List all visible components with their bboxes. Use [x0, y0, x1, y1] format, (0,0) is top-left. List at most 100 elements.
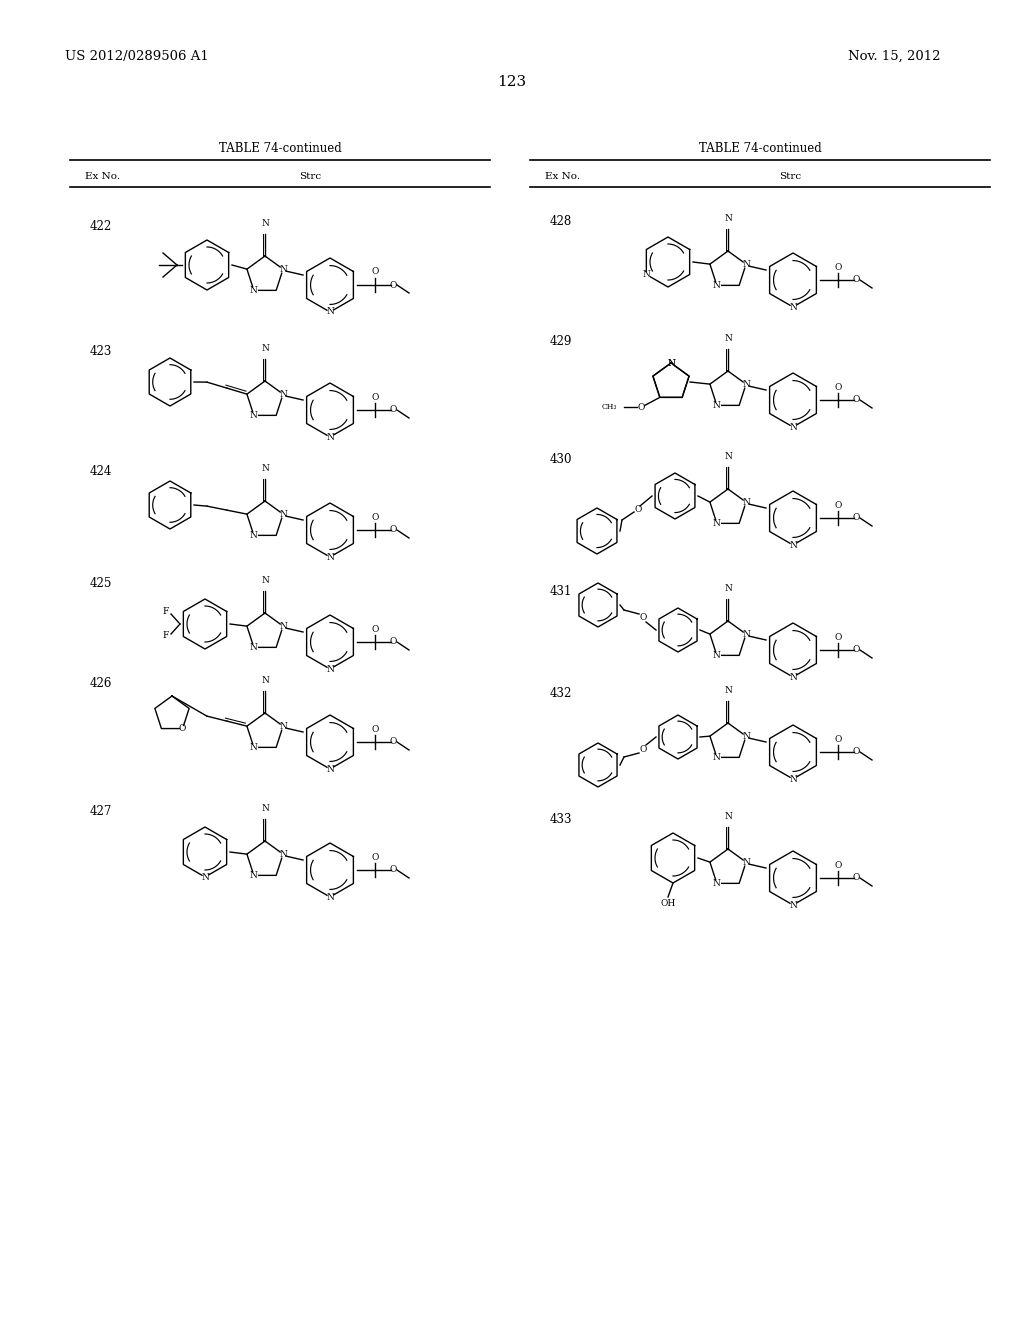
Text: N: N — [280, 850, 287, 858]
Text: N: N — [713, 519, 721, 528]
Text: O: O — [835, 632, 842, 642]
Text: N: N — [790, 775, 797, 784]
Text: N: N — [201, 873, 209, 882]
Text: O: O — [389, 405, 396, 414]
Text: N: N — [280, 510, 287, 519]
Text: O: O — [852, 276, 860, 285]
Text: N: N — [713, 281, 721, 290]
Text: N: N — [790, 540, 797, 549]
Text: O: O — [634, 504, 642, 513]
Text: O: O — [389, 638, 396, 647]
Text: 430: 430 — [550, 453, 572, 466]
Text: O: O — [852, 874, 860, 883]
Text: O: O — [389, 525, 396, 535]
Text: N: N — [250, 743, 258, 752]
Text: N: N — [742, 380, 750, 388]
Text: N: N — [790, 900, 797, 909]
Text: 431: 431 — [550, 585, 572, 598]
Text: N: N — [250, 411, 258, 420]
Text: 426: 426 — [90, 677, 113, 690]
Text: N: N — [280, 389, 287, 399]
Text: Ex No.: Ex No. — [85, 172, 120, 181]
Text: 123: 123 — [498, 75, 526, 88]
Text: CH₃: CH₃ — [601, 404, 616, 412]
Text: N: N — [667, 359, 675, 367]
Text: N: N — [642, 271, 650, 279]
Text: N: N — [713, 752, 721, 762]
Text: O: O — [389, 281, 396, 289]
Text: 428: 428 — [550, 215, 572, 228]
Text: N: N — [326, 553, 334, 561]
Text: N: N — [326, 764, 334, 774]
Text: O: O — [372, 624, 379, 634]
Text: N: N — [742, 630, 750, 639]
Text: Ex No.: Ex No. — [545, 172, 581, 181]
Text: O: O — [372, 512, 379, 521]
Text: N: N — [250, 531, 258, 540]
Text: O: O — [852, 645, 860, 655]
Text: O: O — [639, 744, 647, 754]
Text: O: O — [372, 268, 379, 276]
Text: 432: 432 — [550, 686, 572, 700]
Text: 425: 425 — [90, 577, 113, 590]
Text: Nov. 15, 2012: Nov. 15, 2012 — [848, 50, 940, 63]
Text: Strc: Strc — [779, 172, 801, 181]
Text: O: O — [835, 383, 842, 392]
Text: N: N — [261, 345, 269, 352]
Text: O: O — [835, 500, 842, 510]
Text: N: N — [790, 302, 797, 312]
Text: 423: 423 — [90, 345, 113, 358]
Text: N: N — [790, 672, 797, 681]
Text: N: N — [250, 286, 258, 294]
Text: 427: 427 — [90, 805, 113, 818]
Text: N: N — [724, 812, 732, 821]
Text: 422: 422 — [90, 220, 113, 234]
Text: TABLE 74-continued: TABLE 74-continued — [698, 143, 821, 154]
Text: N: N — [742, 498, 750, 507]
Text: O: O — [852, 396, 860, 404]
Text: N: N — [261, 465, 269, 473]
Text: N: N — [713, 651, 721, 660]
Text: N: N — [667, 359, 675, 367]
Text: N: N — [724, 583, 732, 593]
Text: N: N — [261, 804, 269, 813]
Text: O: O — [852, 513, 860, 523]
Text: 433: 433 — [550, 813, 572, 826]
Text: N: N — [280, 722, 287, 731]
Text: N: N — [250, 643, 258, 652]
Text: 424: 424 — [90, 465, 113, 478]
Text: N: N — [713, 401, 721, 411]
Text: TABLE 74-continued: TABLE 74-continued — [219, 143, 341, 154]
Text: N: N — [250, 871, 258, 880]
Text: N: N — [724, 214, 732, 223]
Text: O: O — [372, 725, 379, 734]
Text: US 2012/0289506 A1: US 2012/0289506 A1 — [65, 50, 209, 63]
Text: O: O — [372, 853, 379, 862]
Text: N: N — [261, 219, 269, 228]
Text: N: N — [326, 433, 334, 441]
Text: N: N — [790, 422, 797, 432]
Text: N: N — [261, 576, 269, 585]
Text: N: N — [742, 858, 750, 867]
Text: O: O — [835, 861, 842, 870]
Text: O: O — [389, 866, 396, 874]
Text: N: N — [713, 879, 721, 888]
Text: OH: OH — [660, 899, 676, 908]
Text: N: N — [326, 892, 334, 902]
Text: O: O — [639, 614, 647, 623]
Text: O: O — [852, 747, 860, 756]
Text: N: N — [280, 622, 287, 631]
Text: O: O — [637, 403, 644, 412]
Text: N: N — [724, 451, 732, 461]
Text: N: N — [280, 264, 287, 273]
Text: O: O — [389, 738, 396, 747]
Text: N: N — [261, 676, 269, 685]
Text: N: N — [742, 260, 750, 269]
Text: 429: 429 — [550, 335, 572, 348]
Text: N: N — [326, 308, 334, 317]
Text: O: O — [179, 725, 186, 733]
Text: N: N — [742, 731, 750, 741]
Text: N: N — [326, 664, 334, 673]
Text: O: O — [372, 392, 379, 401]
Text: F: F — [163, 631, 169, 640]
